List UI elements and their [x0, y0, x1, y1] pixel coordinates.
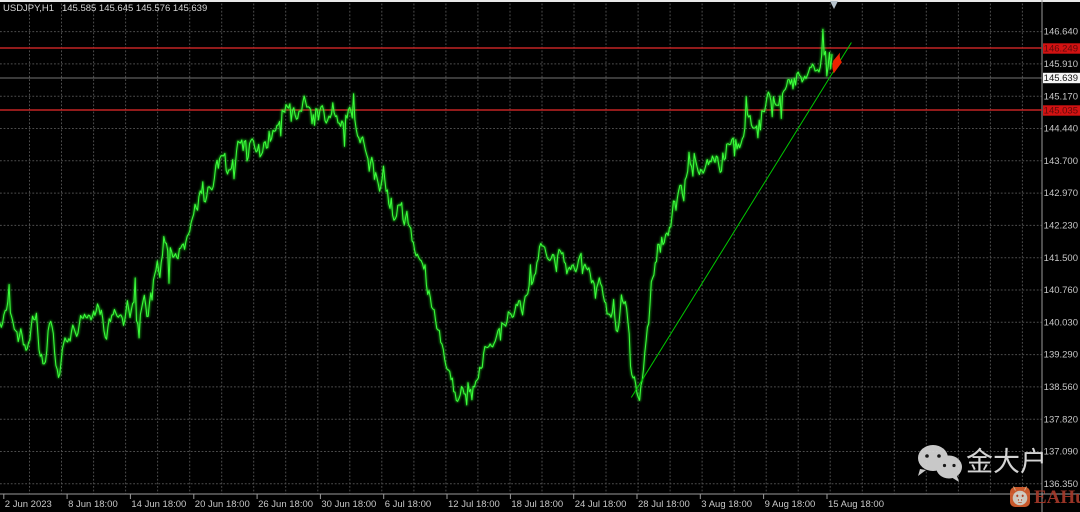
svg-text:15 Aug 18:00: 15 Aug 18:00	[828, 499, 884, 510]
svg-text:146.249: 146.249	[1044, 43, 1078, 54]
svg-text:30 Jun 18:00: 30 Jun 18:00	[321, 499, 376, 510]
svg-text:146.640: 146.640	[1044, 27, 1078, 38]
svg-text:144.440: 144.440	[1044, 124, 1078, 135]
svg-text:EAHub: EAHub	[1034, 487, 1080, 508]
svg-text:6 Jul 18:00: 6 Jul 18:00	[385, 499, 431, 510]
svg-text:143.700: 143.700	[1044, 156, 1078, 167]
svg-text:2 Jun 2023: 2 Jun 2023	[5, 499, 52, 510]
svg-text:145.170: 145.170	[1044, 91, 1078, 102]
svg-text:14 Jun 18:00: 14 Jun 18:00	[131, 499, 186, 510]
svg-text:145.910: 145.910	[1044, 59, 1078, 70]
svg-text:28 Jul 18:00: 28 Jul 18:00	[638, 499, 690, 510]
svg-text:8 Jun 18:00: 8 Jun 18:00	[68, 499, 118, 510]
svg-text:金大户: 金大户	[966, 447, 1047, 477]
svg-text:137.820: 137.820	[1044, 414, 1078, 425]
svg-text:142.230: 142.230	[1044, 221, 1078, 232]
svg-text:3 Aug 18:00: 3 Aug 18:00	[701, 499, 752, 510]
svg-text:142.970: 142.970	[1044, 188, 1078, 199]
svg-text:12 Jul 18:00: 12 Jul 18:00	[448, 499, 500, 510]
svg-text:141.500: 141.500	[1044, 253, 1078, 264]
svg-text:9 Aug 18:00: 9 Aug 18:00	[765, 499, 816, 510]
svg-text:139.290: 139.290	[1044, 350, 1078, 361]
svg-text:26 Jun 18:00: 26 Jun 18:00	[258, 499, 313, 510]
svg-text:18 Jul 18:00: 18 Jul 18:00	[511, 499, 563, 510]
svg-text:140.030: 140.030	[1044, 317, 1078, 328]
svg-text:137.090: 137.090	[1044, 447, 1078, 458]
svg-text:140.760: 140.760	[1044, 285, 1078, 296]
svg-text:USDJPY,H1 145.585 145.645 14: USDJPY,H1 145.585 145.645 145.576 145.63…	[3, 3, 207, 14]
svg-text:20 Jun 18:00: 20 Jun 18:00	[195, 499, 250, 510]
svg-text:24 Jul 18:00: 24 Jul 18:00	[575, 499, 627, 510]
svg-text:145.035: 145.035	[1044, 105, 1078, 116]
svg-text:145.639: 145.639	[1044, 73, 1078, 84]
svg-text:138.560: 138.560	[1044, 382, 1078, 393]
